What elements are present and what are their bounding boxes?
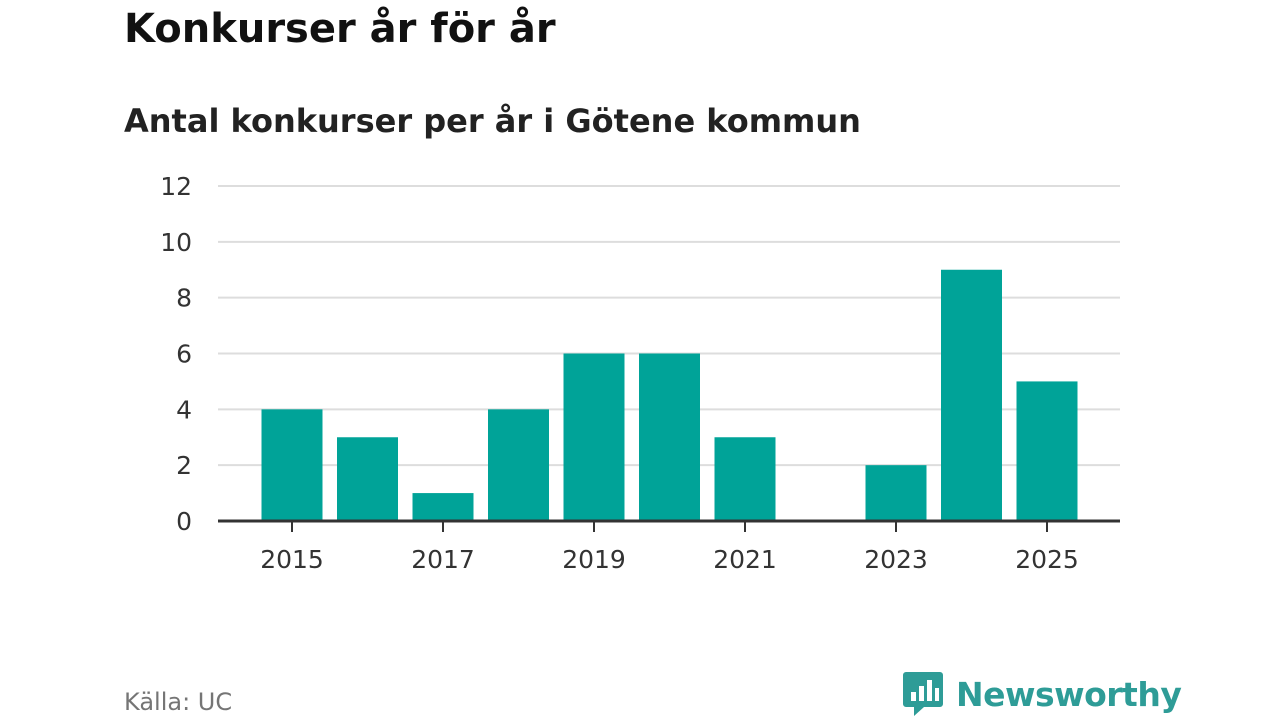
- x-tick-label: 2025: [1015, 545, 1079, 574]
- bar-2017[interactable]: [412, 493, 474, 521]
- bar-2016[interactable]: [337, 437, 398, 521]
- y-tick-label: 12: [160, 172, 192, 201]
- y-tick-label: 0: [176, 507, 192, 536]
- axes: 0 2 4 6 8 10 12 2015 2017 2019 2021 2023 2025: [160, 172, 1120, 574]
- y-tick-label: 10: [160, 228, 192, 257]
- y-tick-label: 2: [176, 451, 192, 480]
- x-tick-label: 2019: [562, 545, 626, 574]
- bar-2019[interactable]: [563, 353, 625, 522]
- bar-chart: 0 2 4 6 8 10 12 2015 2017 2019 2021 2023 2025: [160, 172, 1120, 574]
- y-tick-label: 8: [176, 284, 192, 313]
- x-tick-label: 2015: [260, 545, 324, 574]
- bar-2018[interactable]: [488, 409, 549, 521]
- bar-2023[interactable]: [865, 465, 927, 521]
- bar-2020[interactable]: [639, 353, 700, 522]
- newsworthy-logo-icon: [903, 672, 943, 716]
- bars: [261, 269, 1078, 522]
- bar-2025[interactable]: [1016, 381, 1078, 521]
- chart-subtitle: Antal konkurser per år i Götene kommun: [124, 102, 861, 140]
- bar-2024[interactable]: [941, 269, 1002, 521]
- y-tick-label: 6: [176, 340, 192, 369]
- x-tick-label: 2017: [411, 545, 475, 574]
- x-tick-label: 2023: [864, 545, 928, 574]
- y-tick-label: 4: [176, 395, 192, 424]
- bar-2021[interactable]: [714, 437, 776, 521]
- x-tick-label: 2021: [713, 545, 777, 574]
- newsworthy-brand[interactable]: Newsworthy: [902, 670, 1182, 718]
- bar-2015[interactable]: [261, 409, 323, 521]
- source-note: Källa: UC: [124, 688, 233, 716]
- brand-name: Newsworthy: [956, 674, 1182, 714]
- chart-title: Konkurser år för år: [124, 6, 556, 52]
